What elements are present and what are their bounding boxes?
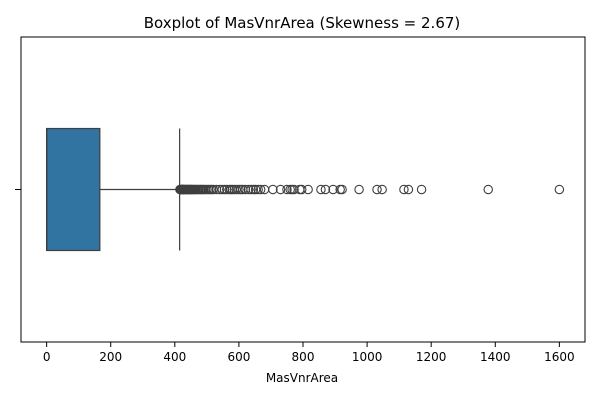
box-group [46,127,181,252]
outlier-point [377,184,387,195]
outlier-point [328,184,338,195]
x-tick-label: 1600 [544,350,575,364]
x-tick-label: 0 [43,350,51,364]
x-axis-label: MasVnrArea [266,371,338,385]
outlier-point [295,184,305,195]
x-tick-label: 1400 [480,350,511,364]
x-axis: 0 200 400 600 800 1000 1200 1400 1600 [43,342,575,364]
outlier-point [289,184,299,195]
x-tick-label: 1200 [416,350,447,364]
outlier-point [214,184,225,195]
outlier-point [221,184,232,195]
outlier-point [231,184,242,195]
outlier-point [303,184,313,195]
outlier-point [316,184,326,195]
outlier-point [287,184,297,195]
x-tick-label: 600 [227,350,250,364]
x-tick-label: 800 [292,350,315,364]
outlier-point [337,184,347,195]
outlier-point [416,184,427,195]
outlier-points [175,184,565,195]
outlier-point [250,184,261,195]
outlier-point [554,184,565,195]
outlier-point [268,184,278,195]
outlier-point [282,184,292,195]
outlier-point [403,184,414,195]
outlier-point [255,184,266,195]
outlier-point [253,184,263,195]
x-tick-label: 400 [163,350,186,364]
outlier-point [246,184,256,195]
chart-title: Boxplot of MasVnrArea (Skewness = 2.67) [144,14,461,32]
outlier-point [208,184,219,195]
x-tick-label: 1000 [352,350,383,364]
outlier-point [296,184,307,195]
outlier-point [372,184,382,195]
outlier-point [248,184,259,195]
outlier-point [483,184,493,195]
x-tick-label: 200 [99,350,122,364]
outlier-point [275,184,286,195]
outlier-point [320,184,331,195]
outlier-point [243,184,254,195]
iqr-box [46,127,101,252]
outlier-point [354,184,364,195]
outlier-point [399,184,409,195]
